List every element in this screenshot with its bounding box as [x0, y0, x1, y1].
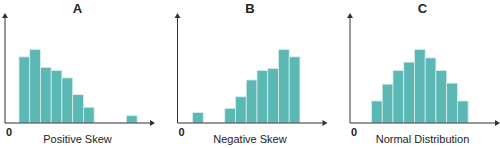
axis-arrow [175, 13, 181, 18]
x-tick-label: 0 [6, 126, 12, 138]
x-axis [178, 123, 323, 124]
bar [19, 57, 30, 123]
title: B [245, 1, 254, 16]
bars [193, 50, 300, 124]
bar [457, 101, 468, 123]
x-axis-label: Negative Skew [213, 133, 286, 145]
title: A [73, 1, 83, 16]
figure: 0 A Positive Skew 0 B Negative Skew 0 C Normal D… [0, 0, 500, 148]
bar [40, 67, 51, 123]
x-axis [350, 123, 495, 124]
bar [51, 71, 62, 124]
bar [382, 84, 393, 123]
bar [236, 97, 247, 123]
bar [425, 58, 436, 123]
bar [404, 62, 415, 123]
axis-arrow [2, 13, 8, 18]
bar [393, 71, 404, 124]
axis-arrow [323, 120, 328, 126]
x-tick-label: 0 [179, 126, 185, 138]
bar [30, 50, 41, 124]
x-axis-label: Normal Distribution [376, 133, 470, 145]
bar [436, 71, 447, 124]
bars [371, 50, 468, 124]
panel: 0 A Positive Skew [2, 1, 155, 145]
axis-arrow [495, 120, 500, 126]
bar [371, 101, 382, 123]
bar [447, 83, 458, 123]
axis-arrow [150, 120, 155, 126]
y-axis [177, 18, 178, 123]
bar [414, 50, 425, 124]
bar [268, 68, 279, 123]
bar [62, 78, 73, 123]
bar [289, 57, 300, 123]
bar [193, 113, 204, 124]
bar [73, 95, 84, 123]
y-axis [5, 18, 6, 123]
title: C [418, 1, 428, 16]
x-axis-label: Positive Skew [43, 133, 112, 145]
bar [257, 71, 268, 124]
bar [225, 108, 236, 123]
bar [126, 116, 137, 123]
x-axis [5, 123, 150, 124]
bar [83, 107, 94, 123]
bar [246, 80, 257, 123]
panel: 0 C Normal Distribution [347, 1, 500, 145]
x-tick-label: 0 [351, 126, 357, 138]
y-axis [350, 18, 351, 123]
bar [278, 50, 289, 124]
bars [19, 50, 137, 124]
panel: 0 B Negative Skew [175, 1, 328, 145]
axis-arrow [347, 13, 353, 18]
